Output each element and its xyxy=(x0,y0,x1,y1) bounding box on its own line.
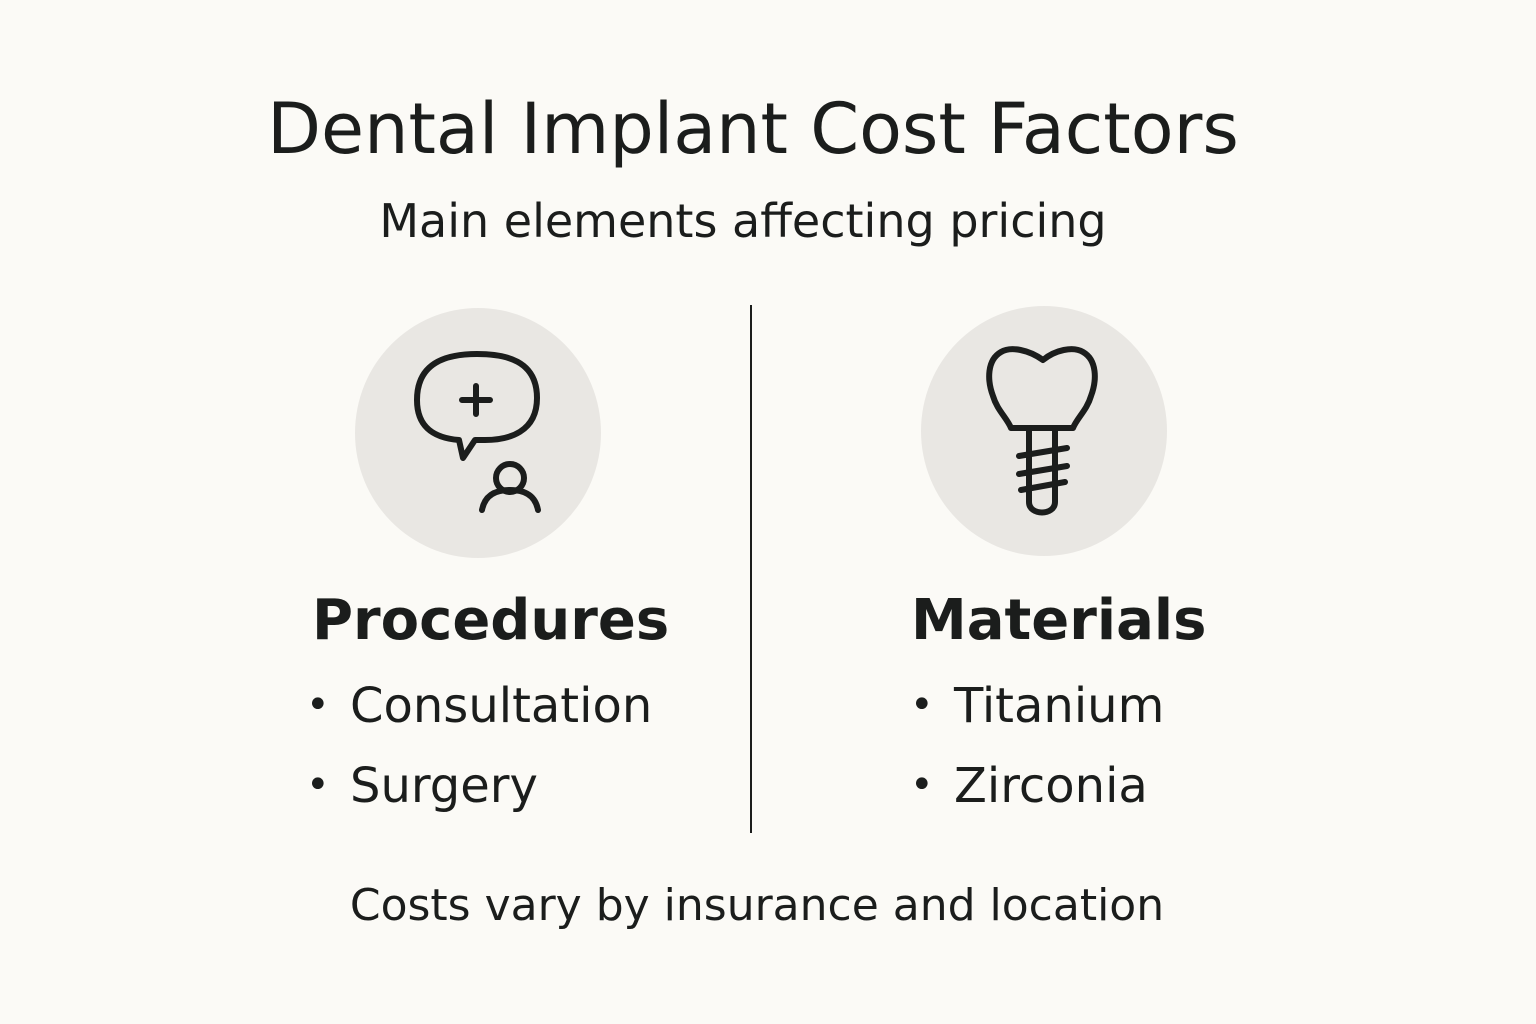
divider xyxy=(750,305,752,833)
implant-icon xyxy=(986,346,1098,516)
consultation-icon xyxy=(414,351,541,513)
list-item: Zirconia xyxy=(910,758,1148,814)
list-item: Consultation xyxy=(306,678,652,734)
column-heading: Materials xyxy=(911,588,1207,653)
list-item: Titanium xyxy=(910,678,1164,734)
column-heading: Procedures xyxy=(312,588,670,653)
subtitle: Main elements affecting pricing xyxy=(379,194,1107,248)
list-item: Surgery xyxy=(306,758,538,814)
footer-note: Costs vary by insurance and location xyxy=(349,880,1165,931)
title: Dental Implant Cost Factors xyxy=(267,88,1239,170)
icon-circle xyxy=(355,308,601,558)
